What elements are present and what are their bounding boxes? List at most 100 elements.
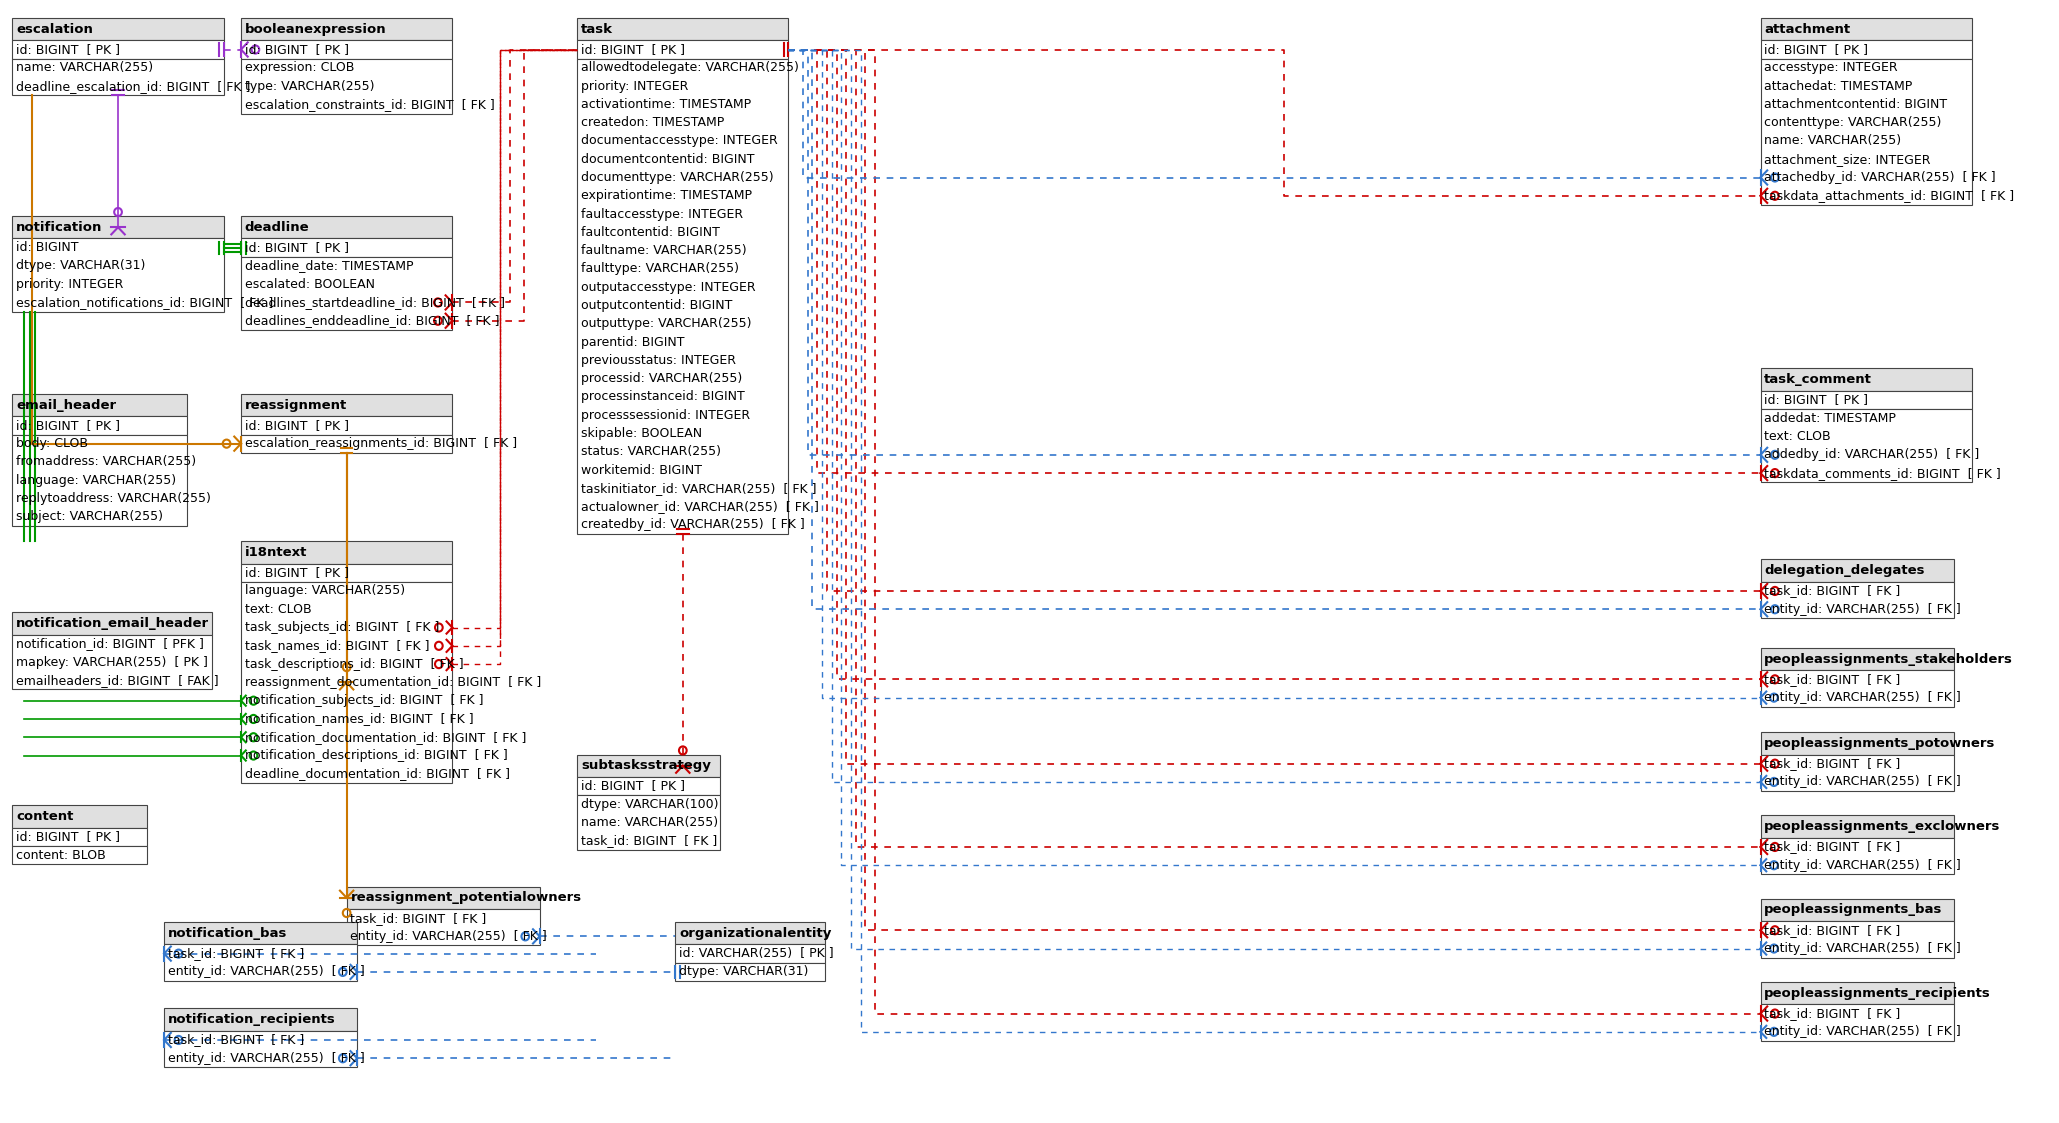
Bar — [1760, 58, 1973, 204]
Text: workitemid: BIGINT: workitemid: BIGINT — [581, 464, 702, 476]
Text: dtype: VARCHAR(100): dtype: VARCHAR(100) — [581, 797, 719, 811]
Bar — [346, 886, 539, 909]
Text: task_id: BIGINT  [ FK ]: task_id: BIGINT [ FK ] — [169, 947, 305, 960]
Text: contenttype: VARCHAR(255): contenttype: VARCHAR(255) — [1765, 116, 1942, 129]
Bar — [12, 238, 224, 311]
Text: documenttype: VARCHAR(255): documenttype: VARCHAR(255) — [581, 171, 774, 184]
Text: entity_id: VARCHAR(255)  [ FK ]: entity_id: VARCHAR(255) [ FK ] — [350, 930, 548, 943]
Text: subtasksstrategy: subtasksstrategy — [581, 759, 710, 773]
Text: task_subjects_id: BIGINT  [ FK ]: task_subjects_id: BIGINT [ FK ] — [245, 621, 439, 634]
Text: peopleassignments_bas: peopleassignments_bas — [1765, 903, 1944, 916]
Bar — [1760, 921, 1954, 958]
Text: escalation_reassignments_id: BIGINT  [ FK ]: escalation_reassignments_id: BIGINT [ FK… — [245, 437, 517, 450]
Text: dtype: VARCHAR(31): dtype: VARCHAR(31) — [679, 966, 809, 978]
Bar — [577, 777, 721, 795]
Text: email_header: email_header — [16, 399, 117, 411]
Text: id: BIGINT  [ PK ]: id: BIGINT [ PK ] — [581, 43, 686, 56]
Text: peopleassignments_potowners: peopleassignments_potowners — [1765, 737, 1995, 750]
Bar — [165, 1031, 356, 1067]
Text: expression: CLOB: expression: CLOB — [245, 62, 354, 74]
Text: documentaccesstype: INTEGER: documentaccesstype: INTEGER — [581, 135, 778, 147]
Text: task_id: BIGINT  [ FK ]: task_id: BIGINT [ FK ] — [1765, 1007, 1900, 1020]
Bar — [1760, 559, 1954, 582]
Text: id: VARCHAR(255)  [ PK ]: id: VARCHAR(255) [ PK ] — [679, 947, 834, 960]
Text: reassignment: reassignment — [245, 399, 348, 411]
Text: id: BIGINT  [ PK ]: id: BIGINT [ PK ] — [245, 43, 348, 56]
Text: escalated: BOOLEAN: escalated: BOOLEAN — [245, 277, 375, 291]
Text: outputtype: VARCHAR(255): outputtype: VARCHAR(255) — [581, 318, 752, 330]
Text: emailheaders_id: BIGINT  [ FAK ]: emailheaders_id: BIGINT [ FAK ] — [16, 674, 218, 687]
Bar — [241, 564, 453, 582]
Text: createdon: TIMESTAMP: createdon: TIMESTAMP — [581, 116, 725, 129]
Bar — [165, 1008, 356, 1031]
Text: faultaccesstype: INTEGER: faultaccesstype: INTEGER — [581, 208, 743, 220]
Text: entity_id: VARCHAR(255)  [ FK ]: entity_id: VARCHAR(255) [ FK ] — [169, 966, 364, 978]
Bar — [1760, 40, 1973, 58]
Text: notification_subjects_id: BIGINT  [ FK ]: notification_subjects_id: BIGINT [ FK ] — [245, 694, 484, 707]
Text: name: VARCHAR(255): name: VARCHAR(255) — [16, 62, 152, 74]
Text: reassignment_documentation_id: BIGINT  [ FK ]: reassignment_documentation_id: BIGINT [ … — [245, 676, 542, 688]
Bar — [241, 40, 453, 58]
Text: expirationtime: TIMESTAMP: expirationtime: TIMESTAMP — [581, 190, 752, 202]
Text: entity_id: VARCHAR(255)  [ FK ]: entity_id: VARCHAR(255) [ FK ] — [1765, 691, 1960, 704]
Text: fromaddress: VARCHAR(255): fromaddress: VARCHAR(255) — [16, 456, 196, 468]
Bar — [241, 394, 453, 417]
Text: activationtime: TIMESTAMP: activationtime: TIMESTAMP — [581, 98, 752, 111]
Bar — [12, 435, 187, 526]
Bar — [1760, 648, 1954, 670]
Text: attachedby_id: VARCHAR(255)  [ FK ]: attachedby_id: VARCHAR(255) [ FK ] — [1765, 171, 1995, 184]
Text: escalation_notifications_id: BIGINT  [ FK ]: escalation_notifications_id: BIGINT [ FK… — [16, 296, 274, 309]
Bar — [165, 922, 356, 944]
Text: faulttype: VARCHAR(255): faulttype: VARCHAR(255) — [581, 263, 739, 275]
Bar — [346, 909, 539, 946]
Text: peopleassignments_exclowners: peopleassignments_exclowners — [1765, 820, 2001, 833]
Text: subject: VARCHAR(255): subject: VARCHAR(255) — [16, 510, 163, 523]
Bar — [1760, 18, 1973, 40]
Text: booleanexpression: booleanexpression — [245, 22, 387, 36]
Text: name: VARCHAR(255): name: VARCHAR(255) — [1765, 135, 1900, 147]
Text: task_id: BIGINT  [ FK ]: task_id: BIGINT [ FK ] — [1765, 673, 1900, 686]
Bar — [675, 944, 826, 962]
Text: task_id: BIGINT  [ FK ]: task_id: BIGINT [ FK ] — [1765, 840, 1900, 853]
Text: replytoaddress: VARCHAR(255): replytoaddress: VARCHAR(255) — [16, 492, 212, 505]
Bar — [675, 922, 826, 944]
Bar — [12, 612, 212, 634]
Text: notification_id: BIGINT  [ PFK ]: notification_id: BIGINT [ PFK ] — [16, 637, 204, 650]
Text: notification_recipients: notification_recipients — [169, 1013, 336, 1026]
Bar — [241, 257, 453, 330]
Text: deadline_documentation_id: BIGINT  [ FK ]: deadline_documentation_id: BIGINT [ FK ] — [245, 767, 511, 780]
Text: content: content — [16, 810, 74, 823]
Bar — [241, 417, 453, 435]
Bar — [1760, 582, 1954, 619]
Bar — [165, 944, 356, 982]
Bar — [577, 795, 721, 850]
Text: taskdata_attachments_id: BIGINT  [ FK ]: taskdata_attachments_id: BIGINT [ FK ] — [1765, 190, 2014, 202]
Text: entity_id: VARCHAR(255)  [ FK ]: entity_id: VARCHAR(255) [ FK ] — [169, 1052, 364, 1065]
Text: peopleassignments_stakeholders: peopleassignments_stakeholders — [1765, 652, 2014, 666]
Text: attachment_size: INTEGER: attachment_size: INTEGER — [1765, 153, 1931, 166]
Bar — [1760, 368, 1973, 391]
Bar — [12, 805, 146, 828]
Text: priority: INTEGER: priority: INTEGER — [581, 80, 688, 92]
Bar — [12, 828, 146, 846]
Text: id: BIGINT  [ PK ]: id: BIGINT [ PK ] — [245, 241, 348, 254]
Bar — [577, 755, 721, 777]
Text: skipable: BOOLEAN: skipable: BOOLEAN — [581, 427, 702, 440]
Bar — [1760, 983, 1954, 1004]
Text: entity_id: VARCHAR(255)  [ FK ]: entity_id: VARCHAR(255) [ FK ] — [1765, 603, 1960, 615]
Text: dtype: VARCHAR(31): dtype: VARCHAR(31) — [16, 259, 146, 273]
Text: actualowner_id: VARCHAR(255)  [ FK ]: actualowner_id: VARCHAR(255) [ FK ] — [581, 500, 819, 513]
Text: id: BIGINT: id: BIGINT — [16, 241, 78, 254]
Text: task_id: BIGINT  [ FK ]: task_id: BIGINT [ FK ] — [581, 834, 717, 848]
Bar — [1760, 815, 1954, 838]
Text: id: BIGINT  [ PK ]: id: BIGINT [ PK ] — [16, 43, 119, 56]
Text: organizationalentity: organizationalentity — [679, 926, 832, 940]
Bar — [675, 962, 826, 982]
Text: deadline_date: TIMESTAMP: deadline_date: TIMESTAMP — [245, 259, 414, 273]
Bar — [241, 18, 453, 40]
Bar — [1760, 409, 1973, 482]
Text: attachedat: TIMESTAMP: attachedat: TIMESTAMP — [1765, 80, 1913, 92]
Text: id: BIGINT  [ PK ]: id: BIGINT [ PK ] — [1765, 43, 1868, 56]
Text: deadlines_enddeadline_id: BIGINT  [ FK ]: deadlines_enddeadline_id: BIGINT [ FK ] — [245, 314, 500, 327]
Text: taskdata_comments_id: BIGINT  [ FK ]: taskdata_comments_id: BIGINT [ FK ] — [1765, 467, 2001, 480]
